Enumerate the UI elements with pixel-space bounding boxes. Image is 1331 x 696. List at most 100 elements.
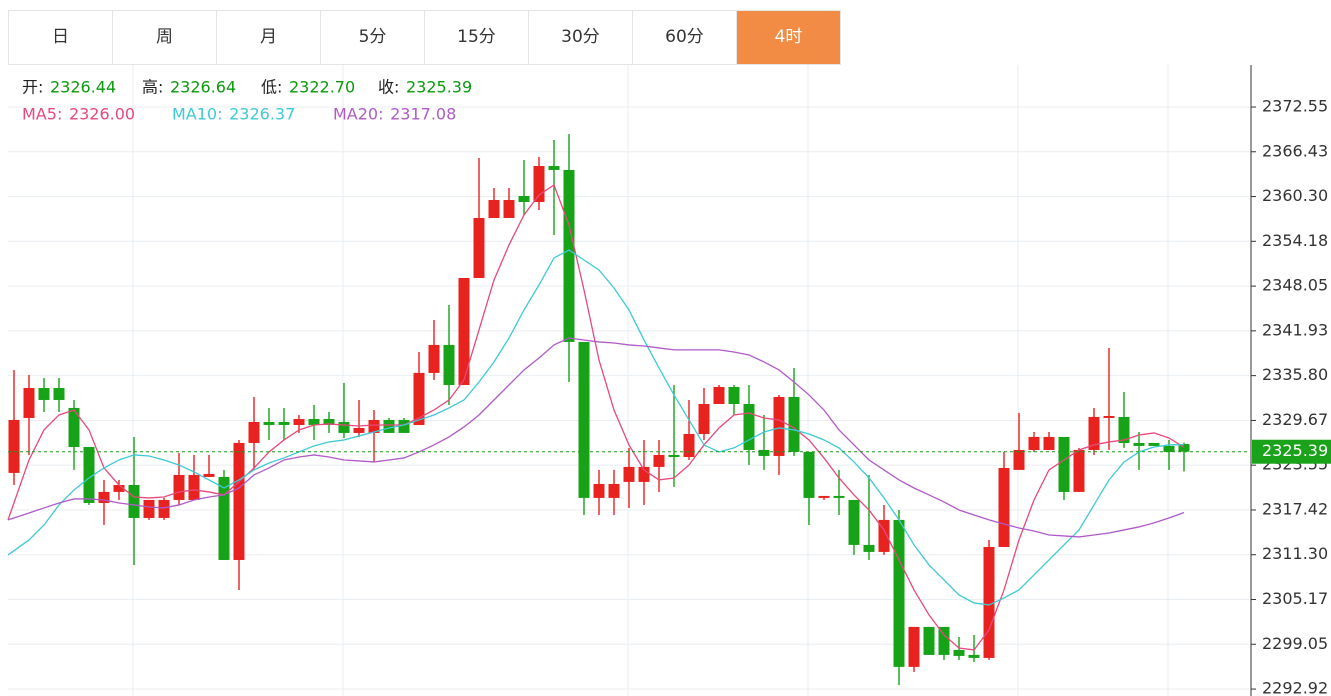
candle-body	[383, 419, 395, 433]
candle-body	[848, 499, 860, 545]
period-tab[interactable]: 30分	[529, 11, 633, 64]
candle-body	[8, 419, 20, 473]
y-tick-label: 2348.05	[1262, 276, 1328, 295]
candle-body	[743, 403, 755, 450]
y-tick-label: 2317.42	[1262, 499, 1328, 518]
y-tick-label: 2329.67	[1262, 410, 1328, 429]
vertical-grid	[132, 65, 1169, 696]
candle-body	[953, 649, 965, 656]
candle-body	[308, 418, 320, 425]
legend-colon: :	[217, 105, 222, 124]
candle-body	[1088, 416, 1100, 450]
period-tabs: 日周月 5分 15分 30分 60分 4时	[8, 10, 841, 65]
candle-body	[863, 544, 875, 552]
candle-body	[1058, 436, 1070, 492]
candle-body	[893, 519, 905, 667]
candle-body	[1028, 436, 1040, 450]
candle-body	[638, 466, 650, 482]
candle-body	[878, 519, 890, 552]
info-label: 高:	[142, 78, 163, 97]
candle-body	[38, 387, 50, 400]
legend-name: MA5	[22, 105, 57, 124]
candle-body	[443, 344, 455, 385]
candle-body	[938, 626, 950, 655]
legend-value: 2326.37	[229, 105, 295, 124]
candle-body	[188, 474, 200, 500]
legend-value: 2326.00	[69, 105, 135, 124]
legend-name: MA10	[172, 105, 217, 124]
candle-body	[563, 169, 575, 342]
info-value: 2326.64	[170, 78, 236, 97]
candle-body	[653, 454, 665, 467]
candle-body	[83, 446, 95, 503]
candle-body	[398, 419, 410, 433]
candle-body	[533, 166, 545, 202]
candle-body	[908, 626, 920, 667]
period-tab[interactable]: 周	[113, 11, 217, 64]
candle-body	[668, 454, 680, 457]
candle-body	[548, 166, 560, 170]
legend-colon: :	[57, 105, 62, 124]
period-tab[interactable]: 15分	[425, 11, 529, 64]
last-price-box	[1252, 439, 1331, 464]
candle-body	[1043, 436, 1055, 450]
candle-body	[428, 344, 440, 373]
candle-body	[233, 442, 245, 560]
y-tick-label: 2360.30	[1262, 186, 1328, 205]
candle-body	[578, 341, 590, 498]
candle-body	[113, 484, 125, 492]
candle-body	[1013, 449, 1025, 470]
candle-body	[353, 427, 365, 433]
period-tab[interactable]: 5分	[321, 11, 425, 64]
candle-body	[338, 421, 350, 433]
candle-body	[1103, 415, 1115, 418]
y-tick-label: 2292.92	[1262, 679, 1328, 696]
candle-body	[413, 372, 425, 425]
candle-body	[173, 474, 185, 500]
candle-body	[1178, 444, 1190, 452]
ma-line	[7, 184, 1185, 651]
candle-body	[1133, 442, 1145, 446]
candle-body	[728, 386, 740, 404]
candle-body	[218, 476, 230, 560]
candle-body	[23, 387, 35, 418]
candle-body	[203, 473, 215, 477]
candle-body	[248, 421, 260, 443]
candle-body	[803, 451, 815, 498]
candle-body	[683, 433, 695, 457]
candle-body	[473, 217, 485, 278]
candle-body	[368, 419, 380, 433]
candle-body	[323, 418, 335, 425]
period-tab[interactable]: 4时	[737, 11, 841, 64]
legend-name: MA20	[333, 105, 378, 124]
candle-body	[158, 499, 170, 518]
candle-body	[713, 386, 725, 404]
candle-body	[608, 483, 620, 498]
candle-body	[278, 421, 290, 425]
candle-body	[263, 421, 275, 425]
legend-value: 2317.08	[390, 105, 456, 124]
candle-body	[1148, 442, 1160, 446]
candle-body	[503, 200, 515, 218]
candle-body	[1163, 445, 1175, 452]
candle-body	[788, 396, 800, 452]
info-value: 2322.70	[289, 78, 355, 97]
candle-body	[128, 484, 140, 518]
period-tab[interactable]: 60分	[633, 11, 737, 64]
candle-body	[1118, 416, 1130, 443]
info-value: 2326.44	[50, 78, 116, 97]
last-price-label: 2325.39	[1262, 441, 1328, 460]
info-label: 低:	[261, 78, 282, 97]
candle-body	[818, 495, 830, 498]
ma-line	[7, 249, 1185, 606]
y-tick-label: 2335.80	[1262, 365, 1328, 384]
period-tab[interactable]: 日	[9, 11, 113, 64]
candle-body	[458, 277, 470, 385]
candle-body	[833, 495, 845, 498]
candle-body	[923, 626, 935, 655]
y-tick-label: 2366.43	[1262, 141, 1328, 160]
info-label: 收:	[378, 78, 399, 97]
period-tab[interactable]: 月	[217, 11, 321, 64]
candle-body	[98, 491, 110, 503]
